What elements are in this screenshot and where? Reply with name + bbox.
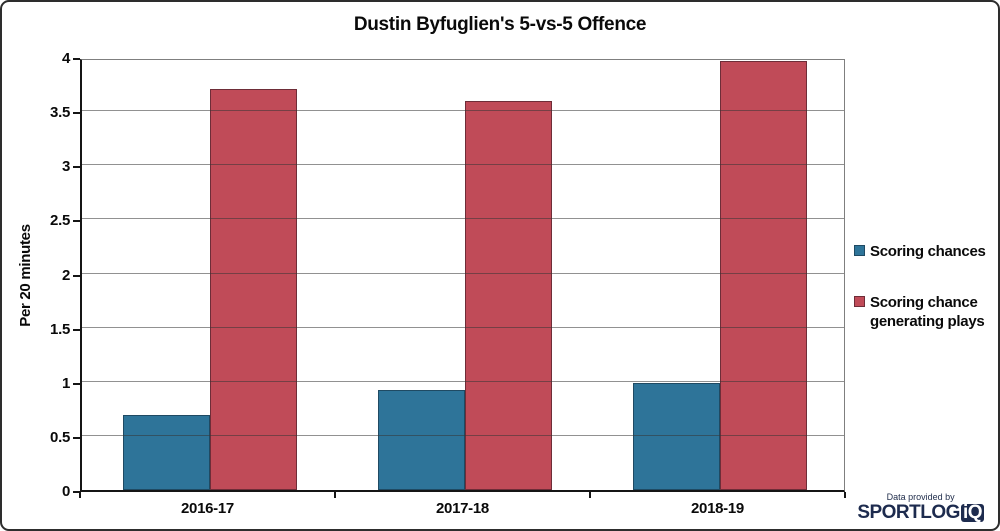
data-provided-note: Data provided by xyxy=(886,492,955,502)
bar-scoring-chance-generating-plays-2016-17 xyxy=(209,89,297,490)
legend: Scoring chances Scoring chance generating… xyxy=(854,242,994,363)
y-tick-label-3.5: 3.5 xyxy=(50,104,70,122)
legend-label: Scoring chances xyxy=(870,243,986,260)
y-tick-mark xyxy=(73,328,80,331)
plot-area xyxy=(80,59,845,492)
x-axis-label-2017-18: 2017-18 xyxy=(436,500,489,517)
bar-scoring-chances-2018-19 xyxy=(632,382,720,490)
chart-title: Dustin Byfuglien's 5-vs-5 Offence xyxy=(353,14,647,35)
legend-item-scoring-chance-generating-plays: Scoring chance generating plays xyxy=(854,293,994,331)
bar-scoring-chance-generating-plays-2018-19 xyxy=(719,61,807,490)
y-tick-label-1.5: 1.5 xyxy=(50,320,70,338)
y-tick-label-0.5: 0.5 xyxy=(50,428,70,446)
bar-scoring-chances-2016-17 xyxy=(122,415,210,490)
x-tick-mark xyxy=(79,492,81,498)
y-tick-mark xyxy=(73,58,80,60)
y-tick-label-0: 0 xyxy=(61,483,70,500)
y-tick-mark xyxy=(73,166,80,169)
y-tick-mark xyxy=(73,382,80,385)
y-tick-label-2: 2 xyxy=(61,266,70,284)
x-tick-mark xyxy=(844,492,846,498)
legend-item-scoring-chances: Scoring chances xyxy=(854,242,994,261)
y-tick-mark xyxy=(73,112,80,115)
sportlogiq-logo-main: SPORTLOG xyxy=(857,502,960,523)
y-tick-label-2.5: 2.5 xyxy=(50,212,70,230)
y-tick-mark xyxy=(73,491,80,493)
y-tick-mark xyxy=(73,274,80,277)
sportlogiq-logo: SPORTLOG iQ xyxy=(857,503,984,523)
y-tick-label-4: 4 xyxy=(61,50,70,67)
y-tick-mark xyxy=(73,436,80,439)
legend-label: Scoring chance generating plays xyxy=(870,294,985,330)
footer-brand: Data provided by SPORTLOG iQ xyxy=(857,492,984,523)
x-axis-label-2016-17: 2016-17 xyxy=(181,500,234,517)
y-tick-mark xyxy=(73,220,80,223)
legend-swatch-icon xyxy=(854,296,865,307)
x-tick-mark xyxy=(334,492,336,498)
bar-scoring-chances-2017-18 xyxy=(377,390,465,490)
x-axis-label-2018-19: 2018-19 xyxy=(691,500,744,517)
sportlogiq-logo-badge: iQ xyxy=(960,502,984,523)
x-tick-mark xyxy=(589,492,591,498)
y-tick-label-1: 1 xyxy=(61,374,70,392)
legend-swatch-icon xyxy=(854,245,865,256)
bar-scoring-chance-generating-plays-2017-18 xyxy=(464,101,552,490)
y-tick-label-3: 3 xyxy=(61,158,70,176)
